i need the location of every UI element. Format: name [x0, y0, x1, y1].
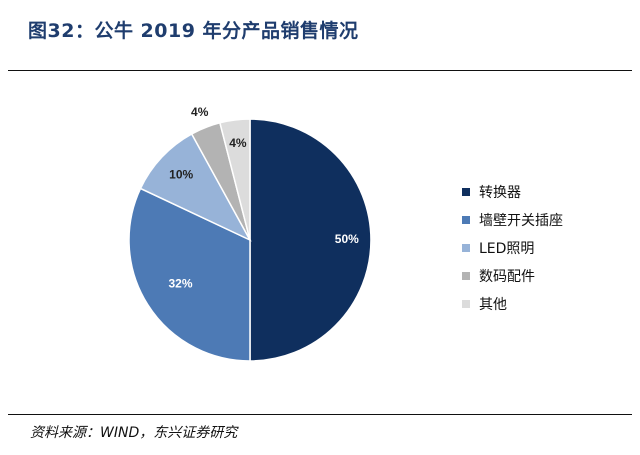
slice-value-label: 4% — [229, 136, 247, 150]
legend-swatch — [462, 244, 470, 252]
legend-label: 转换器 — [479, 185, 521, 201]
pie-slice — [139, 132, 252, 242]
legend-item: LED照明 — [462, 234, 563, 262]
bottom-rule — [8, 414, 632, 415]
top-rule — [8, 70, 632, 71]
legend-item: 其他 — [462, 290, 563, 318]
slice-value-label: 50% — [335, 232, 359, 246]
pie-slice — [249, 118, 372, 362]
legend-item: 转换器 — [462, 178, 563, 206]
legend-label: 其他 — [479, 297, 507, 313]
slice-value-label: 32% — [168, 276, 192, 290]
page-title: 图32：公牛 2019 年分产品销售情况 — [28, 20, 359, 42]
legend-item: 数码配件 — [462, 262, 563, 290]
legend-item: 墙壁开关插座 — [462, 206, 563, 234]
legend-swatch — [462, 188, 470, 196]
legend-label: 数码配件 — [479, 269, 535, 285]
slice-value-label: 10% — [169, 168, 193, 182]
pie-slice — [128, 187, 251, 362]
source-note: 资料来源：WIND，东兴证券研究 — [30, 425, 238, 441]
legend-swatch — [462, 300, 470, 308]
legend-label: LED照明 — [479, 241, 535, 257]
pie-slice — [218, 118, 251, 241]
legend-label: 墙壁开关插座 — [479, 213, 563, 229]
chart-legend: 转换器墙壁开关插座 LED照明数码配件其他 — [462, 178, 563, 318]
slice-value-label: 4% — [191, 105, 209, 119]
legend-swatch — [462, 216, 470, 224]
legend-swatch — [462, 272, 470, 280]
